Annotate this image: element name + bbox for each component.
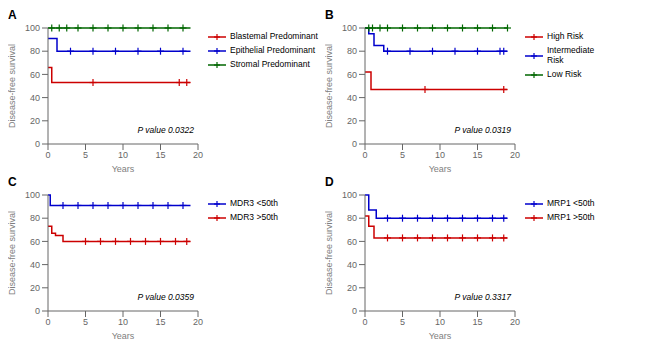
svg-text:15: 15 bbox=[155, 317, 165, 327]
svg-text:Years: Years bbox=[112, 164, 135, 172]
svg-text:80: 80 bbox=[347, 46, 357, 56]
html-text:MDR3 <50th: MDR3 <50th bbox=[230, 198, 278, 209]
svg-text:20: 20 bbox=[510, 150, 520, 160]
svg-text:Disease-free survival: Disease-free survival bbox=[8, 44, 17, 128]
svg-text:5: 5 bbox=[83, 150, 88, 160]
html-text:P value 0.0359: P value 0.0359 bbox=[137, 292, 194, 302]
svg-text:Years: Years bbox=[112, 331, 135, 339]
svg-text:15: 15 bbox=[472, 150, 482, 160]
svg-text:5: 5 bbox=[400, 317, 405, 327]
html-text:MRP1 >50th: MRP1 >50th bbox=[547, 212, 595, 223]
html-text:P value 0.3317: P value 0.3317 bbox=[454, 292, 511, 302]
svg-text:Disease-free survival: Disease-free survival bbox=[325, 211, 334, 295]
svg-text:40: 40 bbox=[30, 93, 40, 103]
html-text:MRP1 <50th: MRP1 <50th bbox=[547, 198, 595, 209]
svg-text:0: 0 bbox=[35, 139, 40, 149]
html-text:C: C bbox=[8, 175, 17, 189]
svg-text:100: 100 bbox=[25, 23, 40, 33]
html-text:MDR3 >50th: MDR3 >50th bbox=[230, 212, 278, 223]
svg-text:40: 40 bbox=[347, 93, 357, 103]
svg-text:20: 20 bbox=[347, 116, 357, 126]
svg-text:80: 80 bbox=[30, 46, 40, 56]
svg-text:0: 0 bbox=[352, 139, 357, 149]
html-text:Intermediate Risk: Intermediate Risk bbox=[547, 45, 595, 65]
svg-text:60: 60 bbox=[347, 237, 357, 247]
svg-text:40: 40 bbox=[30, 260, 40, 270]
svg-text:Disease-free survival: Disease-free survival bbox=[325, 44, 334, 128]
svg-text:60: 60 bbox=[30, 70, 40, 80]
svg-text:100: 100 bbox=[25, 190, 40, 200]
html-text:B: B bbox=[325, 8, 334, 22]
html-text:Epithelial Predominant: Epithelial Predominant bbox=[230, 45, 316, 56]
svg-text:20: 20 bbox=[510, 317, 520, 327]
svg-text:Years: Years bbox=[429, 164, 452, 172]
svg-text:0: 0 bbox=[362, 150, 367, 160]
svg-text:10: 10 bbox=[118, 150, 128, 160]
html-text:High Risk: High Risk bbox=[547, 31, 584, 42]
svg-text:0: 0 bbox=[362, 317, 367, 327]
svg-text:20: 20 bbox=[30, 116, 40, 126]
svg-text:20: 20 bbox=[30, 283, 40, 293]
svg-text:20: 20 bbox=[347, 283, 357, 293]
svg-text:80: 80 bbox=[30, 213, 40, 223]
svg-text:0: 0 bbox=[45, 317, 50, 327]
svg-text:20: 20 bbox=[193, 317, 203, 327]
svg-text:0: 0 bbox=[45, 150, 50, 160]
html-text:P value 0.0322: P value 0.0322 bbox=[137, 125, 194, 135]
svg-text:5: 5 bbox=[83, 317, 88, 327]
svg-text:0: 0 bbox=[35, 306, 40, 316]
svg-text:Disease-free survival: Disease-free survival bbox=[8, 211, 17, 295]
svg-text:15: 15 bbox=[472, 317, 482, 327]
svg-text:100: 100 bbox=[342, 23, 357, 33]
svg-text:40: 40 bbox=[347, 260, 357, 270]
svg-text:60: 60 bbox=[347, 70, 357, 80]
svg-text:60: 60 bbox=[30, 237, 40, 247]
html-text:Blastemal Predominant: Blastemal Predominant bbox=[230, 31, 318, 42]
svg-text:Years: Years bbox=[429, 331, 452, 339]
svg-text:10: 10 bbox=[435, 150, 445, 160]
svg-text:0: 0 bbox=[352, 306, 357, 316]
html-text:P value 0.0319: P value 0.0319 bbox=[454, 125, 511, 135]
html-text:Stromal Predominant: Stromal Predominant bbox=[230, 59, 310, 70]
svg-text:5: 5 bbox=[400, 150, 405, 160]
svg-text:10: 10 bbox=[118, 317, 128, 327]
svg-text:80: 80 bbox=[347, 213, 357, 223]
html-text:D: D bbox=[325, 175, 334, 189]
svg-text:20: 20 bbox=[193, 150, 203, 160]
html-text:A: A bbox=[8, 8, 17, 22]
svg-text:15: 15 bbox=[155, 150, 165, 160]
svg-text:10: 10 bbox=[435, 317, 445, 327]
html-text:Low Risk: Low Risk bbox=[547, 68, 582, 79]
svg-text:100: 100 bbox=[342, 190, 357, 200]
